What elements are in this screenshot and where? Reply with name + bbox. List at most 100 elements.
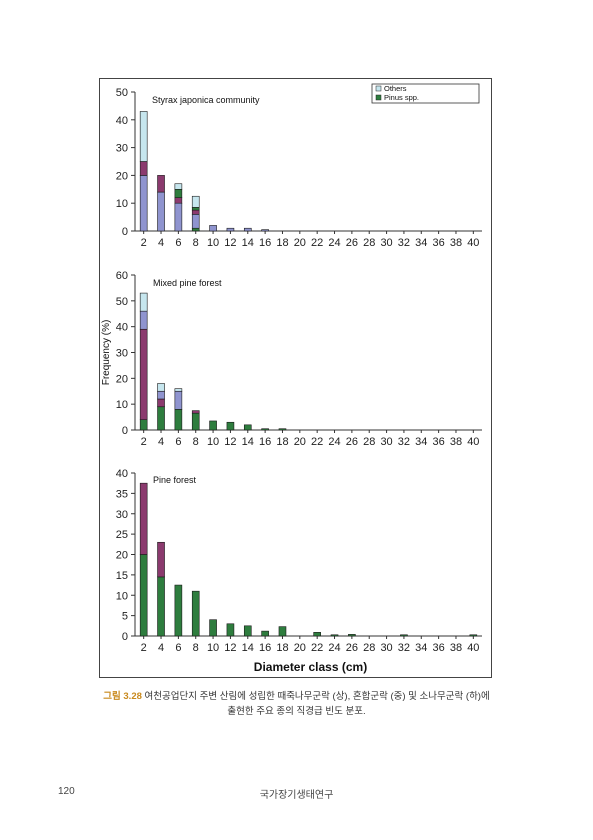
y-tick-label: 40: [116, 115, 128, 127]
y-tick-label: 10: [116, 399, 128, 411]
panel-title: Mixed pine forest: [153, 278, 222, 288]
bar-segment: [157, 383, 165, 392]
figure-caption-line-2: 출현한 주요 종의 직경급 빈도 분포.: [227, 706, 366, 717]
x-tick-label: 36: [433, 436, 445, 448]
x-tick-label: 12: [224, 436, 236, 448]
x-tick-label: 6: [175, 237, 181, 249]
bar-segment: [157, 406, 165, 431]
x-axis-label: Diameter class (cm): [254, 660, 367, 674]
x-tick-label: 6: [175, 642, 181, 654]
bar-segment: [313, 632, 321, 637]
bar-segment: [139, 161, 148, 176]
x-tick-label: 14: [242, 237, 254, 249]
x-tick-label: 38: [450, 642, 462, 654]
bar-segment: [191, 214, 200, 229]
x-tick-label: 8: [193, 237, 199, 249]
bar-segment: [191, 590, 200, 637]
bar-segment: [139, 419, 148, 431]
bar-segment: [191, 207, 200, 211]
y-tick-label: 0: [122, 425, 128, 437]
bar-segment: [191, 227, 200, 232]
x-tick-label: 28: [363, 237, 375, 249]
bar-segment: [226, 623, 235, 637]
legend-box: [371, 83, 480, 104]
x-tick-label: 10: [207, 436, 219, 448]
x-tick-label: 40: [467, 642, 479, 654]
x-tick-label: 22: [311, 237, 323, 249]
legend-swatch: [375, 85, 382, 92]
y-tick-label: 20: [116, 170, 128, 182]
x-tick-label: 34: [415, 642, 427, 654]
x-tick-label: 32: [398, 436, 410, 448]
x-tick-label: 24: [328, 237, 340, 249]
y-tick-label: 35: [116, 488, 128, 500]
bar-segment: [139, 328, 148, 420]
panel-title: Pine forest: [153, 475, 197, 485]
x-tick-label: 16: [259, 237, 271, 249]
bar-segment: [191, 195, 200, 208]
bar-segment: [157, 576, 165, 637]
y-tick-label: 0: [122, 631, 128, 643]
x-tick-label: 20: [294, 642, 306, 654]
y-tick-label: 20: [116, 550, 128, 562]
x-tick-label: 10: [207, 642, 219, 654]
legend-label: Pinus spp.: [384, 93, 419, 102]
x-tick-label: 38: [450, 237, 462, 249]
bar-segment: [139, 292, 148, 312]
bar-segment: [191, 410, 200, 414]
x-tick-label: 4: [158, 642, 164, 654]
x-tick-label: 2: [141, 237, 147, 249]
bar-segment: [191, 412, 200, 431]
x-tick-label: 14: [242, 642, 254, 654]
x-tick-label: 24: [328, 436, 340, 448]
bar-segment: [174, 388, 183, 392]
x-tick-label: 32: [398, 237, 410, 249]
bar-segment: [261, 630, 269, 637]
legend-label: Others: [384, 84, 407, 93]
x-tick-label: 30: [380, 237, 392, 249]
x-tick-label: 30: [380, 436, 392, 448]
x-tick-label: 36: [433, 237, 445, 249]
x-tick-label: 2: [141, 642, 147, 654]
figure-caption: 그림 3.28 여천공업단지 주변 산림에 성립한 때죽나무군락 (상), 혼합…: [0, 690, 593, 704]
x-tick-label: 32: [398, 642, 410, 654]
bar-segment: [157, 175, 165, 193]
bar-segment: [157, 541, 165, 578]
x-tick-label: 20: [294, 237, 306, 249]
panel-title: Styrax japonica community: [152, 95, 260, 105]
y-tick-label: 15: [116, 570, 128, 582]
legend-swatch: [375, 94, 382, 101]
bar-segment: [139, 554, 148, 637]
y-tick-label: 50: [116, 87, 128, 99]
bar-segment: [157, 390, 165, 400]
x-tick-label: 22: [311, 642, 323, 654]
bar-segment: [157, 191, 165, 232]
caption-line-1: 여천공업단지 주변 산림에 성립한 때죽나무군락 (상), 혼합군락 (중) 및…: [144, 691, 490, 702]
bar-segment: [209, 225, 217, 232]
bar-segment: [174, 390, 183, 410]
x-tick-label: 10: [207, 237, 219, 249]
x-tick-label: 26: [346, 436, 358, 448]
bar-segment: [174, 202, 183, 232]
y-tick-label: 20: [116, 373, 128, 385]
x-tick-label: 18: [276, 642, 288, 654]
x-tick-label: 34: [415, 436, 427, 448]
running-head: 국가장기생태연구: [259, 790, 334, 801]
bar-segment: [243, 625, 252, 637]
bar-segment: [243, 424, 252, 431]
bar-segment: [261, 229, 269, 232]
bar-segment: [278, 626, 287, 637]
bar-segment: [209, 420, 217, 431]
y-tick-label: 10: [116, 198, 128, 210]
y-tick-label: 5: [122, 611, 128, 623]
y-tick-label: 60: [116, 270, 128, 282]
y-tick-label: 50: [116, 296, 128, 308]
x-tick-label: 16: [259, 436, 271, 448]
y-tick-label: 40: [116, 322, 128, 334]
bar-segment: [157, 398, 165, 408]
bar-segment: [278, 428, 287, 431]
bar-segment: [400, 634, 408, 637]
x-tick-label: 8: [193, 436, 199, 448]
x-tick-label: 6: [175, 436, 181, 448]
